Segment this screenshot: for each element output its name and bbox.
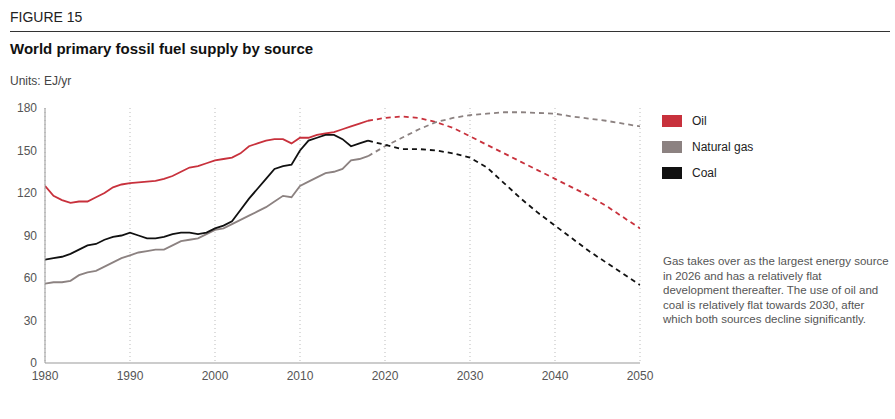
svg-text:150: 150 [17,144,37,158]
svg-text:1990: 1990 [117,369,144,383]
html-text:World primary fossil fuel supp: World primary fossil fuel supply by sour… [10,40,314,57]
svg-text:2000: 2000 [202,369,229,383]
svg-text:2020: 2020 [372,369,399,383]
svg-text:0: 0 [30,356,37,370]
html-text:Natural gas: Natural gas [692,140,754,154]
svg-text:90: 90 [24,229,38,243]
svg-text:2010: 2010 [287,369,314,383]
svg-text:180: 180 [17,101,37,115]
html-text:Units: EJ/yr: Units: EJ/yr [10,74,72,88]
svg-text:30: 30 [24,314,38,328]
svg-text:2030: 2030 [457,369,484,383]
html-text:FIGURE 15: FIGURE 15 [10,9,83,25]
svg-text:120: 120 [17,186,37,200]
html-text:Coal: Coal [692,166,717,180]
html-text:Oil: Oil [692,114,707,128]
svg-text:2050: 2050 [627,369,654,383]
html-text:Gas takes over as the largest: Gas takes over as the largest energy sou… [663,255,889,325]
svg-text:1980: 1980 [32,369,59,383]
svg-text:2040: 2040 [542,369,569,383]
svg-text:60: 60 [24,271,38,285]
